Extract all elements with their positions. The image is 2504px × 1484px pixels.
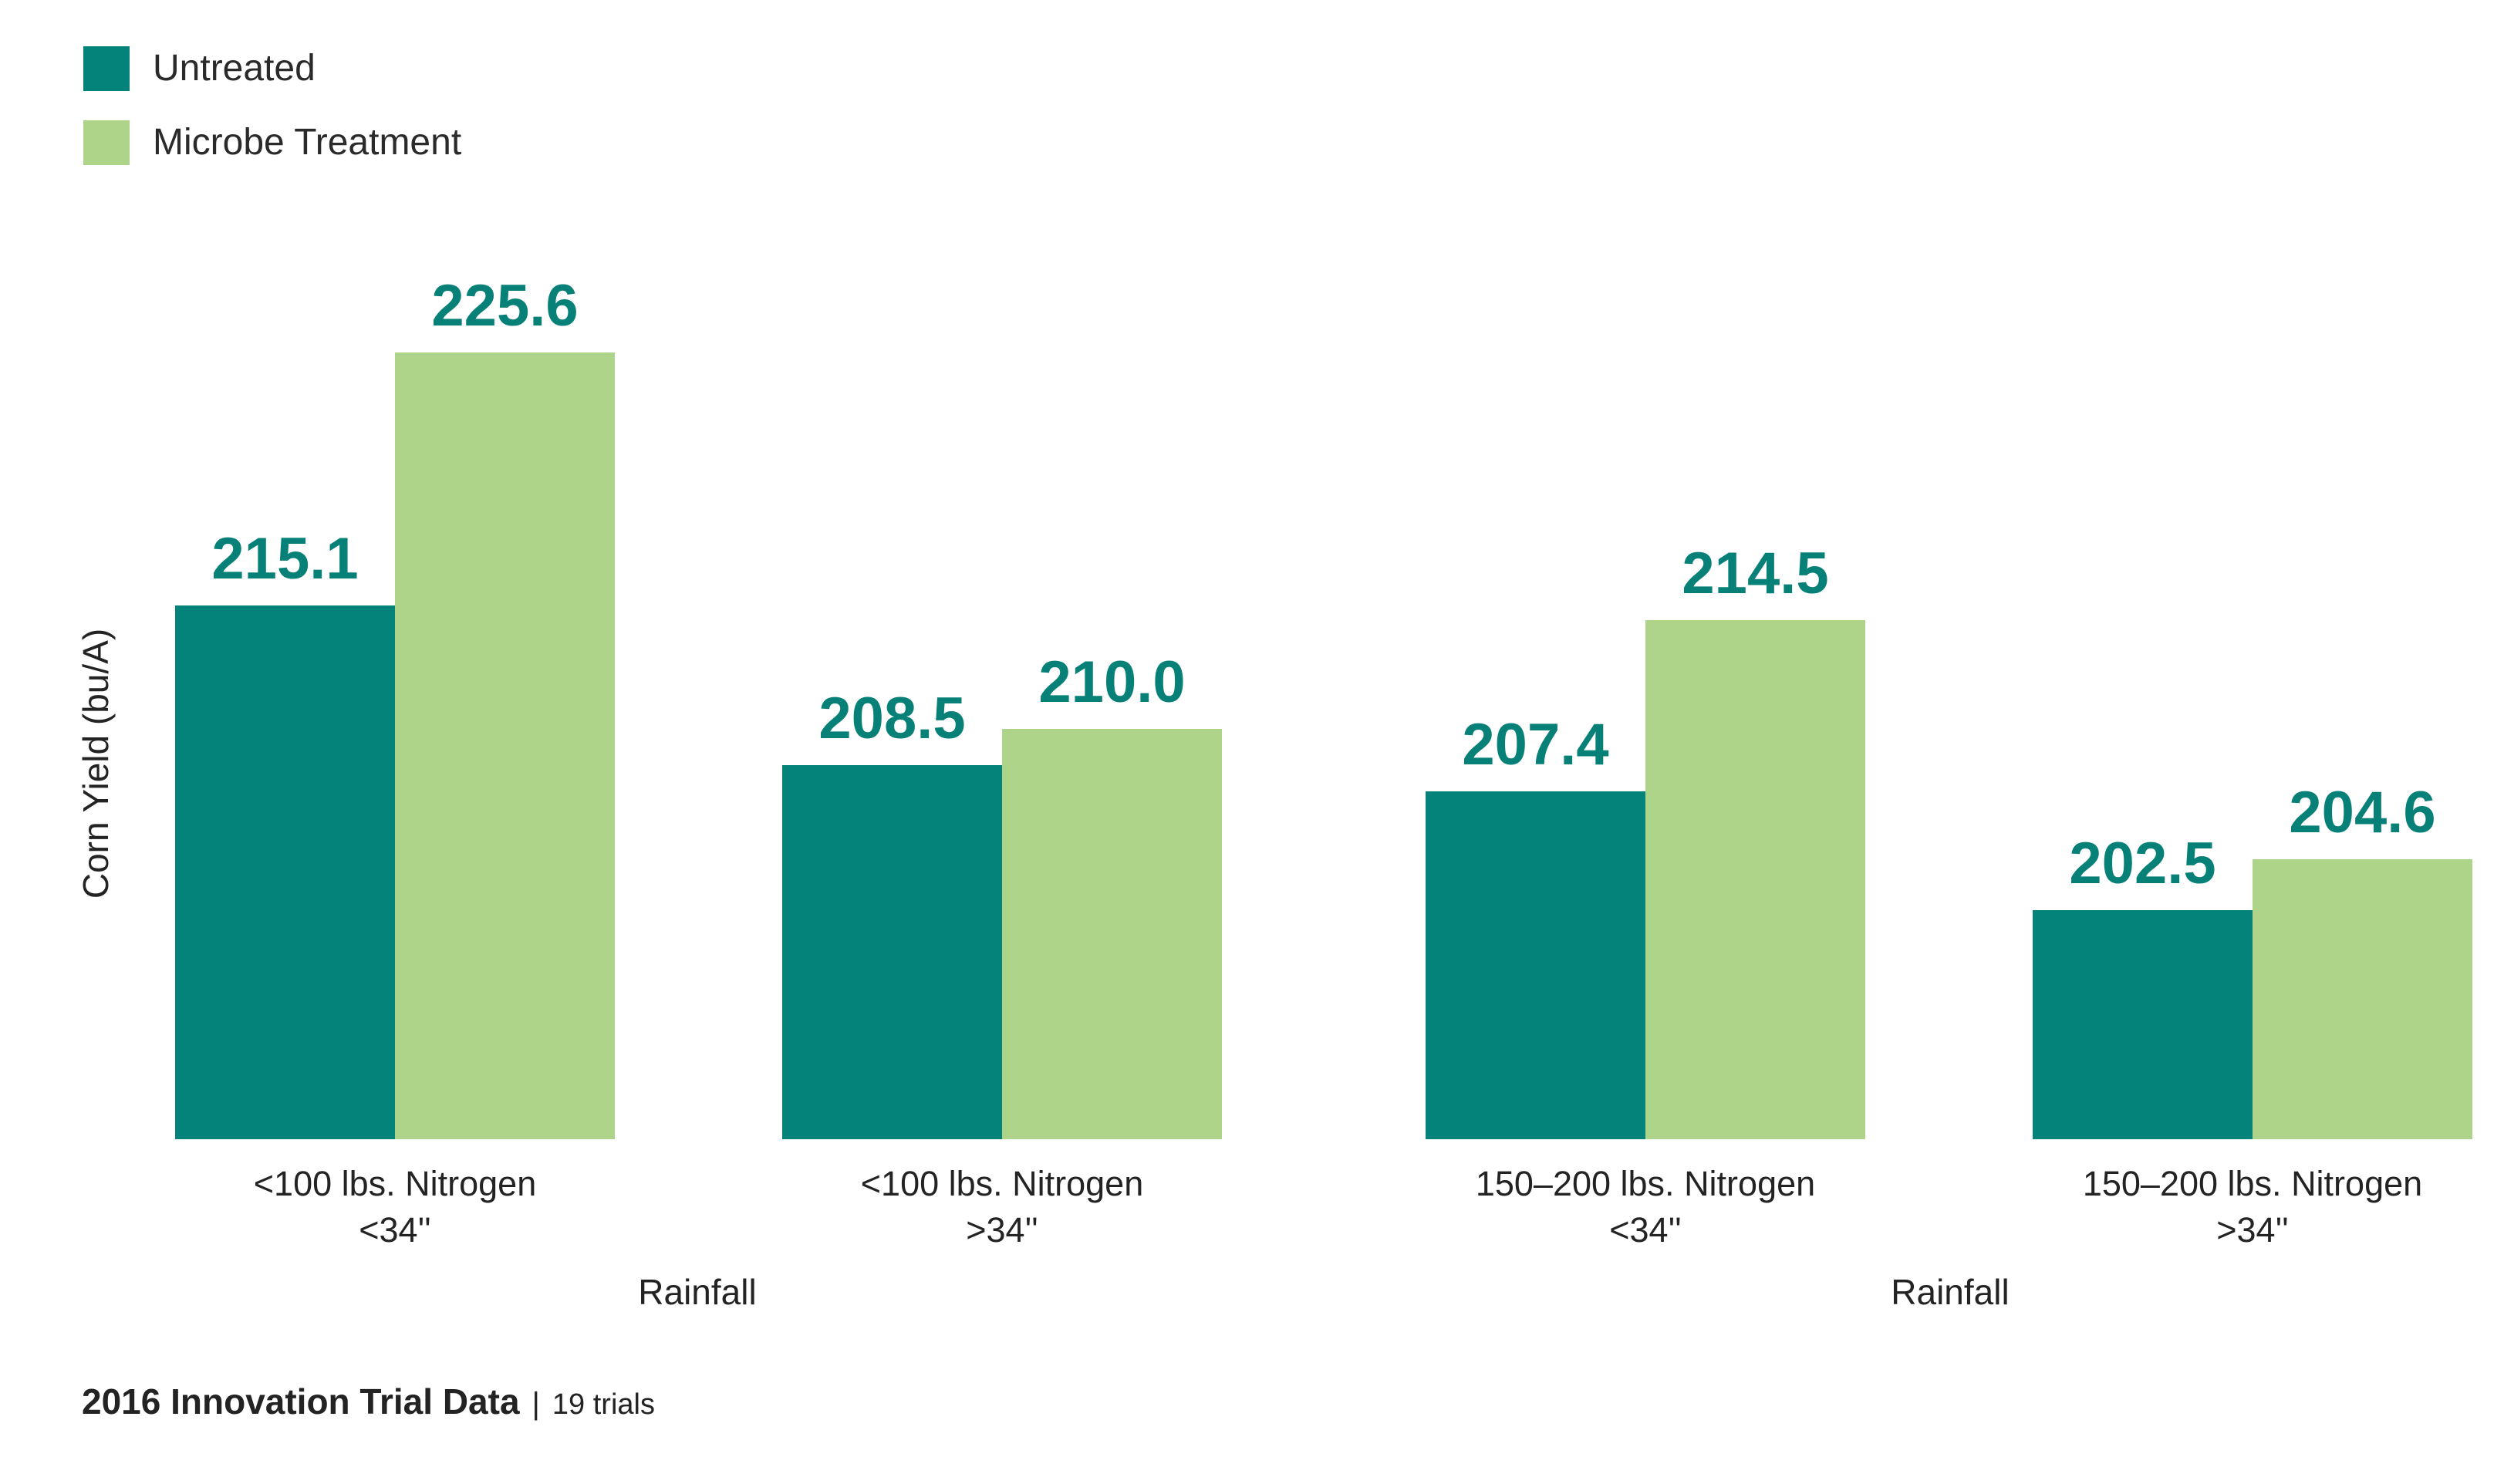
bar-microbe-treatment-0 [395,352,615,1139]
bar-value-label: 204.6 [2289,780,2436,845]
x-tick-line2: >34'' [2216,1210,2289,1250]
bar-column-untreated-2: 207.4 [1426,716,1645,1139]
x-tick-line2: >34'' [966,1210,1038,1250]
x-axis-title-right: Rainfall [1891,1272,2010,1312]
bar-column-untreated-1: 208.5 [782,690,1002,1139]
bar-value-label: 207.4 [1462,712,1609,777]
source-note-trials: 19 trials [552,1388,655,1421]
bar-untreated-1 [782,765,1002,1139]
source-note-separator: | [532,1387,540,1421]
bar-group-0: 215.1 225.6 <100 lbs. Nitrogen <34'' [175,277,615,1250]
bar-column-microbe-treatment-3: 204.6 [2253,784,2472,1139]
bar-value-label: 208.5 [818,686,966,751]
x-tick-line1: <100 lbs. Nitrogen [253,1164,537,1203]
legend-swatch-microbe-treatment [83,120,130,165]
bar-value-label: 214.5 [1682,541,1829,606]
bar-column-untreated-3: 202.5 [2033,835,2253,1139]
source-note-title: 2016 Innovation Trial Data [82,1381,520,1422]
x-tick-line2: <34'' [1609,1210,1682,1250]
bar-untreated-3 [2033,910,2253,1139]
bar-column-microbe-treatment-1: 210.0 [1002,653,1222,1139]
bar-untreated-0 [175,605,395,1139]
bar-value-label: 210.0 [1038,649,1186,715]
bar-microbe-treatment-3 [2253,859,2472,1139]
x-tick-line2: <34'' [359,1210,431,1250]
bar-microbe-treatment-2 [1645,620,1865,1139]
legend-item-microbe-treatment: Microbe Treatment [83,120,461,165]
bar-column-untreated-0: 215.1 [175,530,395,1139]
legend-label-untreated: Untreated [153,48,316,89]
x-tick-line1: 150–200 lbs. Nitrogen [1475,1164,1816,1203]
bar-value-label: 202.5 [2069,831,2216,896]
bar-column-microbe-treatment-0: 225.6 [395,277,615,1139]
x-axis-title-left: Rainfall [638,1272,757,1312]
bar-group-3: 202.5 204.6 150–200 lbs. Nitrogen >34'' [2033,784,2472,1250]
x-tick-label-0: <100 lbs. Nitrogen <34'' [254,1161,536,1253]
bar-group-2: 207.4 214.5 150–200 lbs. Nitrogen <34'' [1426,545,1865,1250]
bar-column-microbe-treatment-2: 214.5 [1645,545,1865,1139]
x-tick-label-1: <100 lbs. Nitrogen >34'' [861,1161,1143,1253]
legend-item-untreated: Untreated [83,46,461,91]
x-tick-line1: <100 lbs. Nitrogen [860,1164,1144,1203]
legend-label-microbe-treatment: Microbe Treatment [153,122,462,163]
bar-value-label: 225.6 [431,273,579,339]
legend-swatch-untreated [83,46,130,91]
source-note: 2016 Innovation Trial Data | 19 trials [82,1381,655,1422]
x-tick-label-2: 150–200 lbs. Nitrogen <34'' [1476,1161,1815,1253]
x-tick-line1: 150–200 lbs. Nitrogen [2082,1164,2423,1203]
bar-value-label: 215.1 [211,526,359,592]
bar-group-1: 208.5 210.0 <100 lbs. Nitrogen >34'' [782,653,1222,1250]
bar-untreated-2 [1426,791,1645,1139]
bar-microbe-treatment-1 [1002,729,1222,1139]
x-tick-label-3: 150–200 lbs. Nitrogen >34'' [2083,1161,2422,1253]
y-axis-title: Corn Yield (bu/A) [76,628,116,899]
legend: Untreated Microbe Treatment [83,46,461,165]
